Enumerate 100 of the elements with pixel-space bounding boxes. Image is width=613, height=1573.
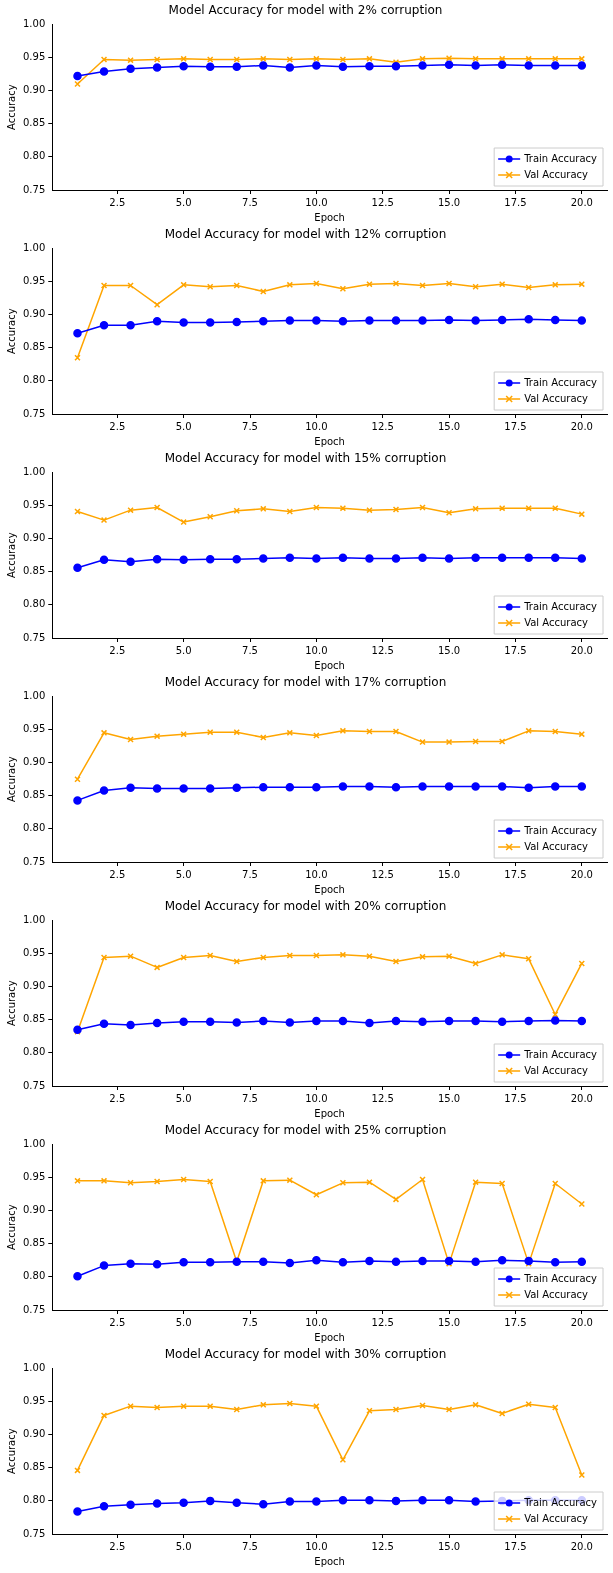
- x-tick-label: 2.5: [109, 1540, 126, 1552]
- y-tick-label: 0.75: [23, 1527, 46, 1539]
- y-tick-label: 0.90: [23, 532, 46, 544]
- x-tick-label: 20.0: [570, 644, 593, 656]
- y-tick-label: 0.90: [23, 308, 46, 320]
- y-tick-label: 0.80: [23, 598, 46, 610]
- y-tick-label: 1.00: [23, 913, 46, 925]
- legend-label: Val Accuracy: [524, 616, 589, 628]
- x-axis-title: Epoch: [314, 211, 345, 223]
- x-tick-label: 7.5: [242, 1092, 258, 1104]
- x-tick-label: 12.5: [371, 1540, 394, 1552]
- x-tick-label: 2.5: [109, 868, 126, 880]
- x-tick-label: 7.5: [242, 868, 258, 880]
- x-axis-title: Epoch: [314, 435, 345, 447]
- y-tick-label: 0.95: [23, 947, 46, 959]
- x-tick-label: 20.0: [570, 1092, 593, 1104]
- x-tick-label: 12.5: [371, 1316, 394, 1328]
- legend-label: Val Accuracy: [524, 1512, 589, 1524]
- y-tick-label: 0.90: [23, 1428, 46, 1440]
- x-tick-label: 2.5: [109, 1092, 126, 1104]
- x-axis-title: Epoch: [314, 883, 345, 895]
- x-tick-label: 12.5: [371, 420, 394, 432]
- x-tick-label: 17.5: [504, 420, 527, 432]
- y-axis-title: Accuracy: [5, 532, 17, 579]
- y-tick-label: 0.75: [23, 631, 46, 643]
- legend-label: Val Accuracy: [524, 392, 589, 404]
- chart-title: Model Accuracy for model with 12% corruption: [164, 227, 447, 242]
- x-tick-label: 15.0: [437, 644, 461, 656]
- y-tick-label: 0.80: [23, 1270, 46, 1282]
- chart-title: Model Accuracy for model with 20% corruption: [164, 899, 447, 914]
- y-tick-label: 0.85: [23, 1013, 46, 1025]
- x-tick-label: 20.0: [570, 1540, 593, 1552]
- legend-label: Train Accuracy: [523, 1496, 598, 1508]
- legend-label: Train Accuracy: [523, 1272, 598, 1284]
- x-tick-label: 17.5: [504, 644, 527, 656]
- x-tick-label: 10.0: [305, 1092, 328, 1104]
- y-tick-label: 1.00: [23, 465, 46, 477]
- chart-title: Model Accuracy for model with 2% corruption: [168, 3, 443, 18]
- y-tick-label: 0.80: [23, 822, 46, 834]
- y-axis-title: Accuracy: [5, 1204, 17, 1251]
- x-tick-label: 17.5: [504, 868, 527, 880]
- x-tick-label: 7.5: [242, 196, 258, 208]
- x-tick-label: 7.5: [242, 1316, 258, 1328]
- x-tick-label: 5.0: [175, 420, 192, 432]
- x-tick-label: 2.5: [109, 420, 126, 432]
- x-tick-label: 2.5: [109, 196, 126, 208]
- y-tick-label: 0.90: [23, 84, 46, 96]
- x-axis-title: Epoch: [314, 1555, 345, 1567]
- y-tick-label: 0.85: [23, 341, 46, 353]
- legend-label: Val Accuracy: [524, 1288, 589, 1300]
- x-tick-label: 20.0: [570, 868, 593, 880]
- x-tick-label: 10.0: [305, 644, 328, 656]
- x-tick-label: 20.0: [570, 196, 593, 208]
- y-tick-label: 0.95: [23, 51, 46, 63]
- y-axis-title: Accuracy: [5, 756, 17, 803]
- x-tick-label: 5.0: [175, 1316, 192, 1328]
- y-tick-label: 0.75: [23, 855, 46, 867]
- chart-title: Model Accuracy for model with 30% corruption: [164, 1347, 447, 1362]
- chart-title: Model Accuracy for model with 15% corruption: [164, 451, 447, 466]
- y-tick-label: 0.95: [23, 1395, 46, 1407]
- y-axis-title: Accuracy: [5, 1428, 17, 1475]
- x-tick-label: 5.0: [175, 1092, 192, 1104]
- legend-label: Train Accuracy: [523, 1048, 598, 1060]
- y-axis-title: Accuracy: [5, 84, 17, 131]
- y-axis-title: Accuracy: [5, 308, 17, 355]
- y-tick-label: 1.00: [23, 241, 46, 253]
- x-tick-label: 2.5: [109, 1316, 126, 1328]
- x-tick-label: 20.0: [570, 420, 593, 432]
- x-axis-title: Epoch: [314, 1331, 345, 1343]
- x-tick-label: 17.5: [504, 1540, 527, 1552]
- y-tick-label: 0.95: [23, 723, 46, 735]
- y-tick-label: 1.00: [23, 689, 46, 701]
- x-tick-label: 5.0: [175, 196, 192, 208]
- x-tick-label: 10.0: [305, 1316, 328, 1328]
- y-tick-label: 0.95: [23, 1171, 46, 1183]
- y-tick-label: 0.95: [23, 275, 46, 287]
- x-axis-title: Epoch: [314, 659, 345, 671]
- chart-title: Model Accuracy for model with 17% corruption: [164, 675, 447, 690]
- y-tick-label: 0.85: [23, 117, 46, 129]
- x-tick-label: 15.0: [437, 1540, 461, 1552]
- legend-label: Train Accuracy: [523, 152, 598, 164]
- y-tick-label: 0.75: [23, 407, 46, 419]
- y-tick-label: 0.90: [23, 756, 46, 768]
- x-tick-label: 7.5: [242, 1540, 258, 1552]
- y-tick-label: 0.80: [23, 1046, 46, 1058]
- x-tick-label: 7.5: [242, 644, 258, 656]
- x-tick-label: 12.5: [371, 868, 394, 880]
- y-tick-label: 0.85: [23, 789, 46, 801]
- x-tick-label: 12.5: [371, 1092, 394, 1104]
- x-tick-label: 15.0: [437, 1316, 461, 1328]
- y-tick-label: 0.80: [23, 374, 46, 386]
- y-tick-label: 1.00: [23, 17, 46, 29]
- y-tick-label: 0.95: [23, 499, 46, 511]
- x-axis-title: Epoch: [314, 1107, 345, 1119]
- y-tick-label: 0.75: [23, 183, 46, 195]
- y-axis-title: Accuracy: [5, 980, 17, 1027]
- x-tick-label: 10.0: [305, 1540, 328, 1552]
- legend-label: Val Accuracy: [524, 840, 589, 852]
- x-tick-label: 17.5: [504, 1092, 527, 1104]
- x-tick-label: 7.5: [242, 420, 258, 432]
